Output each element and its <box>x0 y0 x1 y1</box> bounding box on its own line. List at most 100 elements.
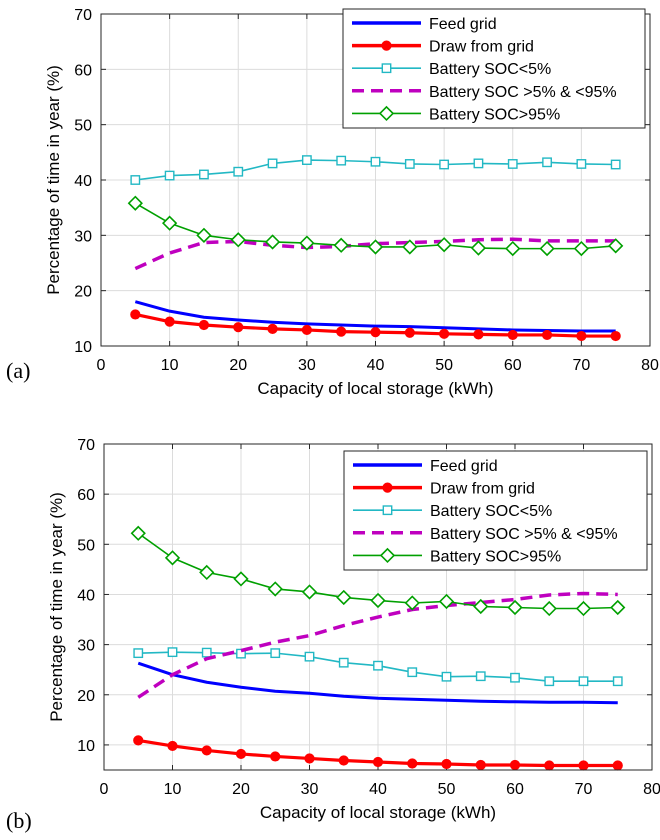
x-tick-label: 10 <box>161 357 179 374</box>
data-point <box>507 159 518 169</box>
x-tick-label: 50 <box>435 357 453 374</box>
data-point <box>573 240 590 257</box>
legend-label: Battery SOC>95% <box>429 106 560 123</box>
data-point <box>367 239 384 255</box>
data-point <box>608 238 624 254</box>
data-point <box>372 756 384 768</box>
series-line <box>134 300 616 333</box>
x-tick-label: 10 <box>164 781 182 798</box>
x-tick-label: 80 <box>641 357 659 374</box>
data-point <box>407 758 418 769</box>
data-point <box>404 595 420 611</box>
data-point <box>270 751 281 762</box>
axes-box <box>103 443 653 771</box>
data-point <box>576 159 587 169</box>
data-point <box>473 329 484 340</box>
data-point <box>233 322 244 333</box>
legend-item: Battery SOC<5% <box>352 61 551 78</box>
data-point <box>439 159 450 170</box>
y-tick-label: 10 <box>74 339 92 356</box>
data-point <box>264 234 281 250</box>
series-line <box>137 591 618 699</box>
data-point <box>201 647 212 658</box>
series-1 <box>130 309 621 342</box>
data-point <box>370 327 381 338</box>
data-point <box>470 240 487 256</box>
legend-item: Battery SOC<5% <box>353 503 552 520</box>
data-point <box>130 175 141 185</box>
data-point <box>575 600 592 617</box>
x-axis-label: Capacity of local storage (kWh) <box>260 803 496 822</box>
legend-marker <box>378 105 395 122</box>
x-tick-label: 20 <box>229 357 247 374</box>
legend-item: Draw from grid <box>352 39 534 56</box>
legend-label: Battery SOC >5% & <95% <box>429 84 617 101</box>
data-point <box>336 155 347 166</box>
data-point <box>612 676 623 687</box>
x-tick-label: 40 <box>367 357 385 374</box>
series-1 <box>133 735 623 771</box>
data-point <box>542 157 552 168</box>
series-0 <box>137 661 618 705</box>
data-point <box>161 215 178 231</box>
series-0 <box>134 300 616 333</box>
data-point <box>167 647 178 658</box>
legend-marker <box>382 505 393 516</box>
legend: Feed grid Draw from grid Battery SOC<5% Bat… <box>342 8 646 129</box>
legend-label: Battery SOC >5% & <95% <box>430 526 618 543</box>
data-point <box>267 581 283 597</box>
legend-item: Battery SOC >5% & <95% <box>353 526 618 543</box>
data-point <box>439 328 450 339</box>
data-point <box>301 584 318 600</box>
data-point <box>130 309 141 320</box>
data-point <box>336 326 347 337</box>
x-tick-label: 20 <box>232 781 250 798</box>
legend-box <box>342 8 646 129</box>
panel-label-a: (a) <box>6 358 31 383</box>
data-point <box>198 319 210 331</box>
data-point <box>475 671 486 682</box>
legend-label: Feed grid <box>429 16 497 33</box>
data-point <box>230 232 246 248</box>
data-point <box>167 740 178 752</box>
data-point <box>304 651 315 662</box>
y-tick-label: 30 <box>77 638 95 655</box>
legend-label: Feed grid <box>430 458 498 475</box>
y-tick-label: 20 <box>77 688 95 705</box>
x-tick-label: 30 <box>298 357 316 374</box>
legend-item: Battery SOC>95% <box>353 547 561 565</box>
y-tick-label: 40 <box>74 173 92 190</box>
data-point <box>199 169 209 180</box>
data-point <box>612 760 623 771</box>
data-point <box>402 239 418 255</box>
data-point <box>130 525 146 541</box>
legend-item: Draw from grid <box>353 481 535 498</box>
data-point <box>267 323 278 334</box>
y-tick-label: 20 <box>74 284 92 301</box>
data-point <box>441 671 452 682</box>
series-4 <box>127 195 624 257</box>
x-tick-label: 40 <box>369 781 387 798</box>
data-point <box>507 599 523 616</box>
x-axis-label: Capacity of local storage (kWh) <box>257 379 493 398</box>
data-point <box>301 324 312 336</box>
legend-item: Feed grid <box>352 16 497 33</box>
data-point <box>199 564 215 581</box>
y-tick-label: 60 <box>74 62 92 79</box>
data-point <box>576 330 587 342</box>
data-point <box>505 240 521 257</box>
data-point <box>578 676 589 687</box>
series-4 <box>130 525 626 617</box>
series-line <box>134 237 616 271</box>
data-point <box>267 158 278 169</box>
x-tick-label: 0 <box>97 357 106 374</box>
data-point <box>370 592 386 609</box>
x-tick-label: 70 <box>575 781 593 798</box>
data-point <box>436 237 452 253</box>
legend-marker <box>379 547 396 564</box>
legend-label: Battery SOC>95% <box>430 548 561 565</box>
data-point <box>610 599 626 616</box>
data-point <box>233 571 249 587</box>
data-point <box>333 237 349 253</box>
data-point <box>507 329 518 341</box>
